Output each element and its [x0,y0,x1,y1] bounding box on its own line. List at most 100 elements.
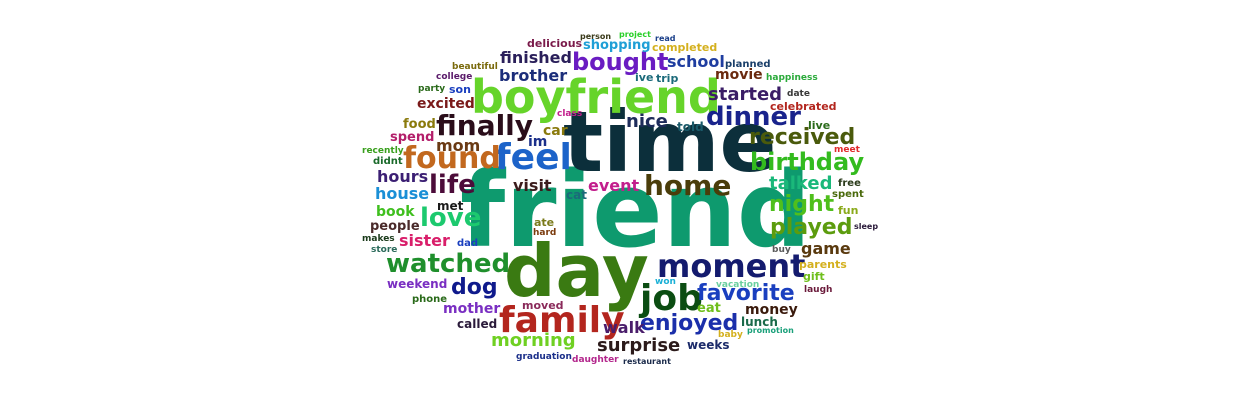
word-vacation: vacation [716,280,760,290]
word-spend: spend [390,130,435,145]
word-game: game [801,239,851,258]
word-birthday: birthday [750,148,865,176]
word-visit: visit [513,176,552,195]
word-fun: fun [838,204,859,217]
word-store: store [371,245,398,255]
word-movie: movie [715,67,763,83]
word-college: college [436,72,473,82]
word-job: job [640,278,703,319]
word-house: house [375,184,430,203]
word-money: money [745,302,798,318]
word-hours: hours [377,167,429,186]
word-completed: completed [652,41,718,54]
word-walk: walk [603,318,645,337]
word-project: project [619,30,651,39]
word-didnt: didnt [373,156,403,167]
word-dad: dad [457,238,479,249]
word-laugh: laugh [804,285,833,295]
word-recently: recently [362,146,404,156]
word-dinner: dinner [706,102,801,132]
word-shopping: shopping [583,38,651,53]
word-im: im [528,134,548,150]
word-brother: brother [499,66,568,85]
word-cat: cat [566,188,587,202]
word-friend: friend [460,149,812,271]
word-bought: bought [572,48,669,76]
word-started: started [708,84,783,105]
word-planned: planned [725,59,771,70]
word-lunch: lunch [741,315,778,329]
word-moved: moved [522,299,564,312]
word-enjoyed: enjoyed [640,311,739,336]
word-celebrated: celebrated [770,100,837,113]
word-makes: makes [362,234,395,244]
word-finished: finished [500,48,572,67]
word-night: night [769,192,835,217]
word-feel: feel [495,137,572,178]
word-dog: dog [451,275,498,300]
word-watched: watched [386,249,511,279]
word-mother: mother [443,301,501,317]
word-restaurant: restaurant [623,357,671,366]
word-favorite: favorite [697,281,795,306]
word-class: class [557,109,583,119]
word-excited: excited [417,96,475,112]
word-daughter: daughter [572,355,619,365]
word-event: event [588,176,640,195]
word-met: met [437,199,464,213]
word-family: family [499,300,625,341]
word-delicious: delicious [527,37,583,50]
word-moment: moment [657,247,806,285]
word-buy: buy [772,245,791,255]
word-boyfriend: boyfriend [471,70,721,124]
word-spent: spent [832,189,864,200]
word-eat: eat [697,301,721,316]
word-people: people [370,219,420,234]
word-trip: trip [656,72,679,85]
word-found: found [403,141,501,176]
word-person: person [580,32,612,41]
word-gift: gift [803,270,825,283]
word-sleep: sleep [854,222,879,231]
word-morning: morning [491,330,576,351]
word-played: played [770,215,853,240]
word-book: book [376,204,415,220]
word-weeks: weeks [687,338,730,352]
word-mom: mom [436,136,481,155]
word-time: time [563,93,777,191]
word-baby: baby [718,330,743,340]
word-date: date [787,89,810,99]
word-promotion: promotion [747,326,794,335]
word-graduation: graduation [516,352,572,362]
word-talked: talked [769,173,833,194]
word-food: food [403,117,436,132]
word-called: called [457,317,498,331]
word-hard: hard [533,228,557,238]
word-ate: ate [534,216,555,229]
word-home: home [644,169,732,202]
word-car: car [543,123,568,139]
word-weekend: weekend [387,277,448,291]
word-nice: nice [626,111,668,132]
word-live: live [808,119,831,132]
word-day: day [504,229,649,313]
word-parents: parents [799,258,847,271]
word-told: told [677,120,704,134]
word-school: school [667,52,725,71]
word-free: free [838,178,861,189]
word-love: love [420,203,482,233]
word-sister: sister [399,231,450,250]
word-beautiful: beautiful [452,62,498,72]
word-ive: ive [635,71,654,84]
word-party: party [418,84,446,94]
word-life: life [429,170,476,200]
word-son: son [449,83,471,96]
word-meet: meet [834,145,860,155]
word-surprise: surprise [597,335,681,356]
word-finally: finally [436,109,534,142]
word-phone: phone [412,294,448,305]
word-received: received [749,125,856,150]
word-read: read [655,34,676,43]
word-happiness: happiness [766,73,818,83]
